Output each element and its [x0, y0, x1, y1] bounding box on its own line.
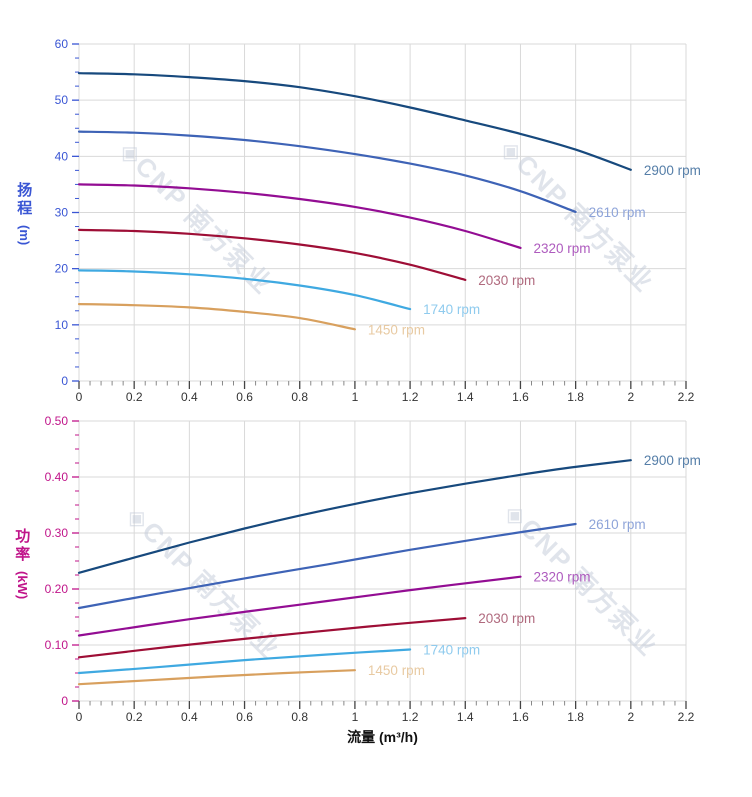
- power-curve-1450-rpm: [77, 669, 356, 686]
- x-tick-label: 1.8: [567, 710, 584, 724]
- x-tick-label: 1: [352, 390, 359, 404]
- head-grid: [78, 43, 687, 382]
- rpm-label: 1740 rpm: [423, 642, 480, 657]
- power-series: 2900 rpm 2610 rpm 2320 rpm 2030 rpm 1740 rpm…: [77, 453, 701, 686]
- rpm-label: 1450 rpm: [368, 663, 425, 678]
- head-y-ticks: 0 10 20 30 40 50 60: [55, 37, 79, 388]
- x-tick-label: 1.6: [512, 710, 529, 724]
- x-tick-label: 0: [76, 390, 83, 404]
- y-tick-label: 0: [61, 374, 68, 388]
- x-tick-label: 1.8: [567, 390, 584, 404]
- rpm-label: 2320 rpm: [533, 570, 590, 585]
- head-axis-title-text: 扬程: [15, 182, 33, 218]
- x-tick-label: 0.4: [181, 390, 198, 404]
- power-x-ticks: 0 0.2 0.4 0.6 0.8 1 1.2 1.4 1.6 1.8 2 2.2: [76, 701, 695, 724]
- y-tick-label: 0.10: [45, 638, 69, 652]
- rpm-label: 2900 rpm: [644, 163, 701, 178]
- rpm-label: 2320 rpm: [533, 241, 590, 256]
- x-tick-label: 0.4: [181, 710, 198, 724]
- rpm-label: 1450 rpm: [368, 322, 425, 337]
- x-tick-label: 1.2: [402, 710, 419, 724]
- x-tick-label: 0.6: [236, 390, 253, 404]
- flow-axis-title: 流量 (m³/h): [347, 729, 418, 745]
- y-tick-label: 50: [55, 93, 69, 107]
- x-tick-label: 1.6: [512, 390, 529, 404]
- x-tick-label: 0.6: [236, 710, 253, 724]
- x-tick-label: 2: [627, 390, 634, 404]
- power-axis-unit: (kW): [15, 571, 31, 600]
- head-curve-1740-rpm: [77, 269, 412, 311]
- head-curve-1450-rpm: [77, 303, 356, 331]
- power-curve-2030-rpm: [77, 617, 467, 659]
- rpm-label: 2610 rpm: [589, 517, 646, 532]
- head-curve-2610-rpm: [77, 130, 577, 213]
- x-tick-label: 1.2: [402, 390, 419, 404]
- rpm-label: 2030 rpm: [478, 611, 535, 626]
- power-curve-2610-rpm: [77, 522, 577, 610]
- y-tick-label: 0.30: [45, 526, 69, 540]
- power-curve-2900-rpm: [77, 459, 632, 574]
- x-tick-label: 0.2: [126, 390, 143, 404]
- x-tick-label: 0: [76, 710, 83, 724]
- y-tick-label: 40: [55, 149, 69, 163]
- rpm-label: 2610 rpm: [589, 205, 646, 220]
- x-tick-label: 1: [352, 710, 359, 724]
- y-tick-label: 0.50: [45, 414, 69, 428]
- head-x-ticks: 0 0.2 0.4 0.6 0.8 1 1.2 1.4 1.6 1.8 2 2.2: [76, 381, 695, 404]
- power-axis-title: 功率 (kW): [13, 528, 30, 599]
- head-axis-title: 扬程 (m): [15, 182, 32, 245]
- power-axis-title-text: 功率: [13, 528, 31, 564]
- x-tick-label: 0.8: [291, 710, 308, 724]
- y-tick-label: 20: [55, 262, 69, 276]
- y-tick-label: 10: [55, 318, 69, 332]
- y-tick-label: 0: [61, 694, 68, 708]
- rpm-label: 2030 rpm: [478, 273, 535, 288]
- head-axis-unit: (m): [17, 225, 33, 246]
- head-curve-2900-rpm: [77, 72, 632, 171]
- x-tick-label: 0.2: [126, 710, 143, 724]
- x-tick-label: 2: [627, 710, 634, 724]
- power-curve-1740-rpm: [77, 648, 412, 675]
- x-tick-label: 2.2: [678, 710, 695, 724]
- head-curve-2320-rpm: [77, 183, 522, 249]
- head-curve-2030-rpm: [77, 228, 467, 281]
- rpm-label: 2900 rpm: [644, 453, 701, 468]
- y-tick-label: 30: [55, 206, 69, 220]
- x-tick-label: 1.4: [457, 710, 474, 724]
- y-tick-label: 60: [55, 37, 69, 51]
- y-tick-label: 0.20: [45, 582, 69, 596]
- x-tick-label: 2.2: [678, 390, 695, 404]
- power-curve-2320-rpm: [77, 575, 522, 637]
- power-grid: [78, 420, 687, 702]
- x-tick-label: 0.8: [291, 390, 308, 404]
- x-tick-label: 1.4: [457, 390, 474, 404]
- rpm-label: 1740 rpm: [423, 302, 480, 317]
- power-y-ticks: 0 0.10 0.20 0.30 0.40 0.50: [45, 414, 79, 708]
- head-series: 2900 rpm 2610 rpm 2320 rpm 2030 rpm 1740 rpm…: [77, 72, 701, 337]
- y-tick-label: 0.40: [45, 470, 69, 484]
